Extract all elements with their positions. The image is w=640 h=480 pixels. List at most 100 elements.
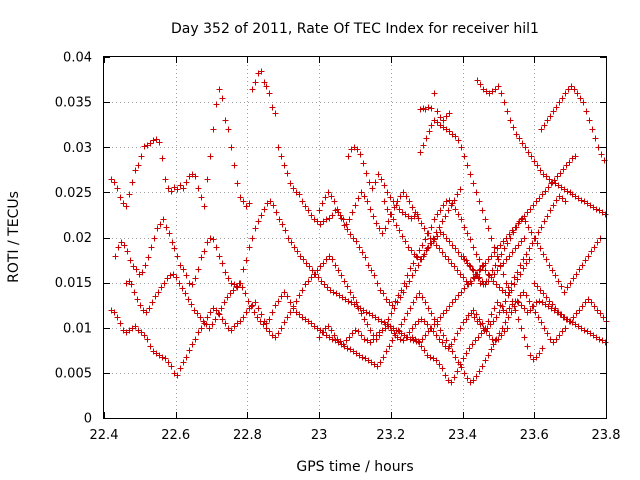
data-point (533, 354, 540, 361)
data-point (403, 334, 410, 341)
data-point (517, 262, 524, 269)
data-point (515, 242, 522, 249)
data-point (353, 299, 360, 306)
data-point (397, 193, 404, 200)
data-point (306, 263, 313, 270)
data-point (416, 247, 423, 254)
data-point (460, 319, 467, 326)
data-point (117, 320, 124, 327)
data-point (451, 336, 458, 343)
data-point (252, 299, 259, 306)
data-point (114, 314, 121, 321)
data-point (559, 328, 566, 335)
data-point (287, 180, 294, 187)
data-point (528, 153, 535, 160)
data-point (406, 278, 413, 285)
data-point (222, 269, 229, 276)
data-point (403, 193, 410, 200)
data-point (549, 267, 556, 274)
data-point (315, 274, 322, 281)
data-point (419, 336, 426, 343)
data-point (272, 302, 279, 309)
data-point (535, 314, 542, 321)
data-point (476, 274, 483, 281)
data-point (296, 292, 303, 299)
data-point (207, 309, 214, 316)
data-point (518, 238, 525, 245)
data-point (364, 198, 371, 205)
data-point (482, 216, 489, 223)
data-point (458, 289, 465, 296)
data-point (439, 249, 446, 256)
data-point (511, 281, 518, 288)
data-point (485, 271, 492, 278)
data-point (387, 194, 394, 201)
data-point (543, 294, 550, 301)
data-point (204, 314, 211, 321)
data-point (550, 108, 557, 115)
data-point (518, 325, 525, 332)
data-point (216, 253, 223, 260)
data-point (482, 357, 489, 364)
data-point (494, 253, 501, 260)
data-point (449, 348, 456, 355)
data-point (179, 285, 186, 292)
data-point (533, 299, 540, 306)
data-point (425, 104, 432, 111)
data-point (431, 236, 438, 243)
data-point (251, 309, 258, 316)
data-point (457, 325, 464, 332)
data-point (451, 374, 458, 381)
data-point (126, 191, 133, 198)
data-point (440, 310, 447, 317)
data-point (585, 296, 592, 303)
data-point (452, 354, 459, 361)
data-point (451, 197, 458, 204)
data-point (180, 359, 187, 366)
data-point (498, 90, 505, 97)
data-point (457, 186, 464, 193)
data-point (300, 256, 307, 263)
data-point (361, 193, 368, 200)
data-point (539, 345, 546, 352)
data-point (249, 235, 256, 242)
data-point (544, 330, 551, 337)
data-point (427, 325, 434, 332)
data-point (562, 90, 569, 97)
data-point (261, 79, 268, 86)
data-point (413, 294, 420, 301)
chart-title: Day 352 of 2011, Rate Of TEC Index for r… (171, 21, 539, 37)
data-point (384, 189, 391, 196)
data-point (394, 299, 401, 306)
data-point (330, 289, 337, 296)
data-point (210, 126, 217, 133)
x-tick-label: 23 (311, 428, 328, 443)
data-point (324, 284, 331, 291)
data-point (541, 122, 548, 129)
data-point (549, 301, 556, 308)
data-point (428, 105, 435, 112)
data-point (488, 235, 495, 242)
data-point (346, 334, 353, 341)
data-point (460, 253, 467, 260)
data-point (189, 341, 196, 348)
data-point (531, 158, 538, 165)
data-point (165, 359, 172, 366)
data-point (230, 287, 237, 294)
data-point (192, 336, 199, 343)
data-point (409, 204, 416, 211)
data-point (154, 225, 161, 232)
data-point (492, 86, 499, 93)
data-point (524, 343, 531, 350)
data-point (234, 180, 241, 187)
data-point (425, 244, 432, 251)
data-point (344, 226, 351, 233)
data-point (434, 108, 441, 115)
data-point (296, 191, 303, 198)
data-point (558, 311, 565, 318)
data-point (108, 176, 115, 183)
data-point (141, 332, 148, 339)
x-tick-label: 22.6 (161, 428, 190, 443)
data-point (516, 135, 523, 142)
